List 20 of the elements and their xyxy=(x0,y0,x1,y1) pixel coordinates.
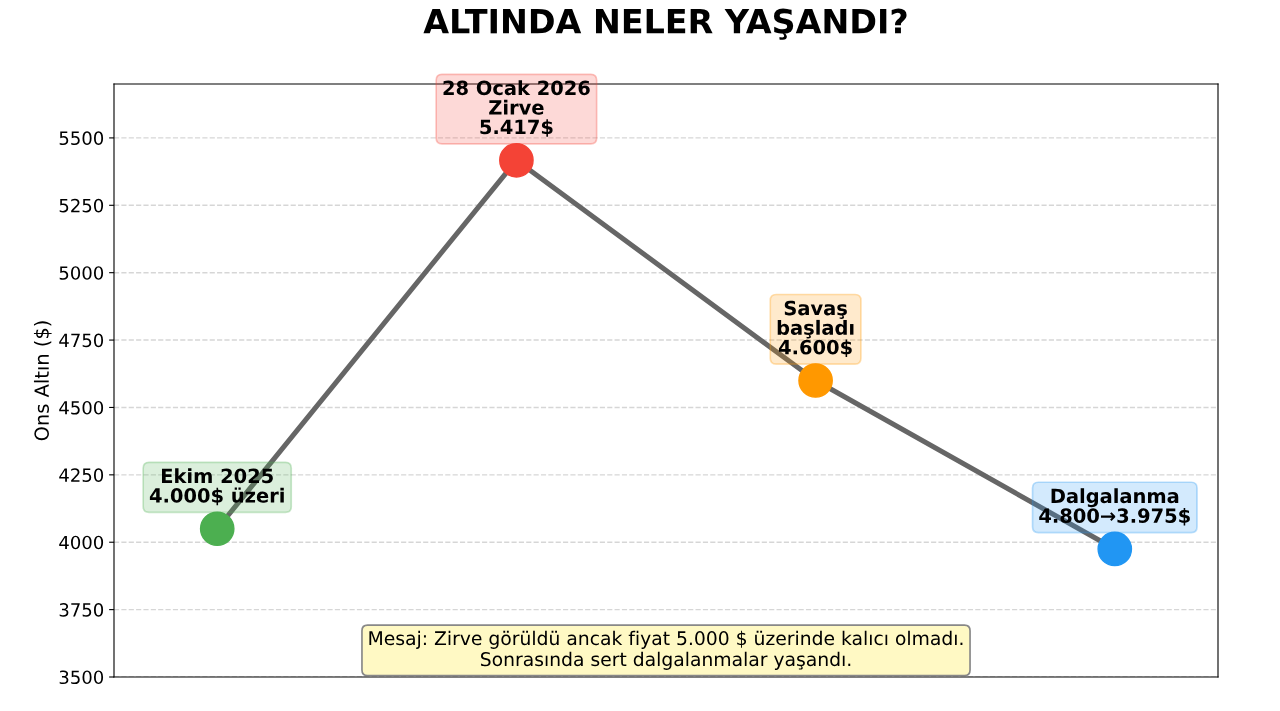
point xyxy=(499,142,534,178)
y-tick-label: 3500 xyxy=(59,670,104,685)
data-label: Ekim 2025 4.000$ üzeri xyxy=(149,468,284,506)
point xyxy=(798,363,833,398)
point xyxy=(1097,531,1133,567)
y-tick-label: 5250 xyxy=(59,198,104,213)
point xyxy=(199,511,235,547)
y-axis-title: Ons Altın ($) xyxy=(33,321,52,441)
data-label: Dalgalanma 4.800→3.975$ xyxy=(1039,488,1190,526)
annotation: Mesaj: Zirve görüldü ancak fiyat 5.000 $ üzerinde kalıcı olmadı. Sonrasında sert dalgalanmalar yaşandı. xyxy=(369,630,963,670)
data-label: 28 Ocak 2026 Zirve 5.417$ xyxy=(443,80,590,137)
y-tick-label: 4500 xyxy=(59,400,104,415)
y-tick-label: 3750 xyxy=(59,603,104,617)
data-label: Savaş başladı 4.600$ xyxy=(777,300,854,358)
y-tick-label: 5000 xyxy=(59,266,104,280)
y-tick-label: 4250 xyxy=(59,468,104,482)
chart-title: ALTINDA NELER YAŞANDI? xyxy=(423,8,907,40)
y-tick-label: 5500 xyxy=(59,131,104,146)
y-tick-label: 4750 xyxy=(59,333,104,348)
y-tick-label: 4000 xyxy=(59,535,104,550)
